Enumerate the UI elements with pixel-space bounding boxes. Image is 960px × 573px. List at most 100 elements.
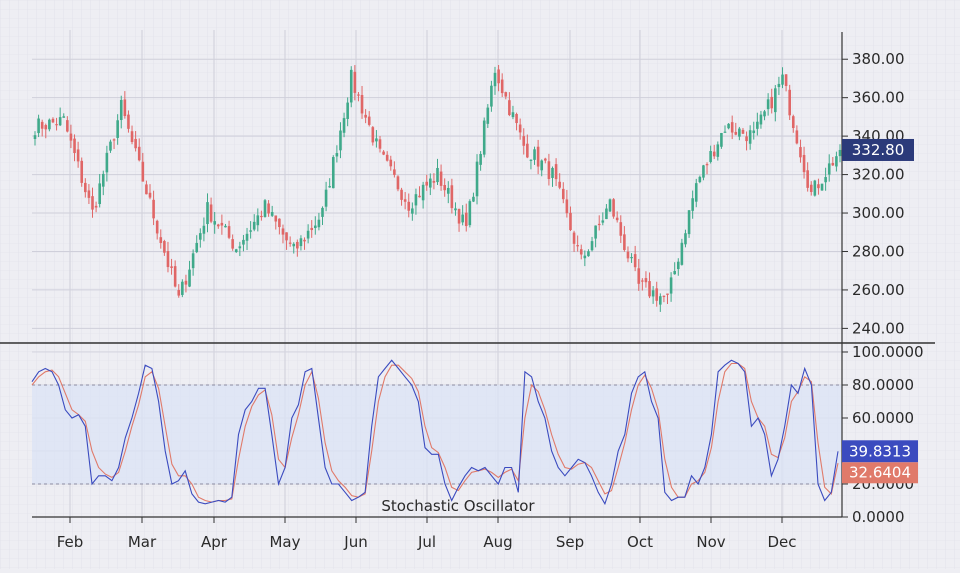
candle-body (756, 121, 759, 129)
candle-body (831, 162, 835, 166)
candle (720, 132, 723, 149)
candle (84, 178, 87, 198)
candle (565, 189, 569, 218)
candle (615, 211, 619, 223)
candle (396, 175, 400, 192)
k-value-tag (842, 440, 918, 463)
k-value-label: 39.8313 (849, 442, 911, 460)
candle-body (827, 163, 831, 175)
candle (324, 181, 328, 212)
candle-body (411, 208, 414, 214)
candle (98, 174, 101, 208)
candle (734, 122, 738, 136)
candle-body (457, 208, 461, 224)
candle-body (651, 290, 655, 297)
candle (371, 126, 375, 146)
candle-body (781, 74, 784, 85)
candle-body (511, 112, 515, 118)
candle-body (687, 210, 691, 235)
candle (795, 125, 799, 145)
candle (278, 218, 281, 235)
candle (730, 115, 734, 140)
candle-body (69, 133, 73, 141)
candle-body (155, 220, 159, 234)
candle-body (353, 71, 357, 93)
candle-body (608, 199, 612, 212)
candle-body (684, 233, 687, 245)
candle (292, 242, 296, 254)
candle-body (432, 180, 436, 183)
candle (252, 214, 256, 232)
candle (745, 131, 748, 151)
candle (716, 141, 720, 161)
candle-body (37, 118, 40, 134)
candle-body (515, 113, 518, 124)
candle (141, 152, 145, 182)
candle (238, 241, 242, 257)
price-tick-label: 300.00 (852, 204, 905, 222)
candle (155, 219, 159, 240)
candle (130, 125, 134, 145)
candle-body (173, 266, 177, 287)
candle-body (385, 154, 389, 161)
candle-body (421, 184, 425, 201)
candle (109, 139, 112, 153)
candle (407, 193, 411, 218)
candle-body (518, 124, 522, 133)
candle-body (533, 149, 536, 160)
candle (48, 118, 51, 132)
candle (353, 65, 357, 101)
candle (91, 187, 94, 218)
candle-body (734, 131, 738, 135)
candle (382, 150, 385, 156)
candle (166, 241, 170, 273)
candle (576, 235, 579, 252)
candle (403, 192, 407, 210)
candle (58, 107, 62, 127)
candle (626, 246, 630, 263)
candle-body (137, 146, 141, 161)
candle-body (644, 278, 648, 283)
candle (684, 229, 687, 248)
candle-body (317, 219, 321, 228)
candle-body (587, 251, 590, 257)
candle (457, 208, 461, 232)
candle-body (206, 202, 209, 225)
x-tick-label: Oct (627, 533, 653, 551)
candle-body (123, 99, 127, 117)
candle (357, 92, 360, 102)
candle (569, 206, 572, 232)
candle-body (806, 170, 809, 188)
candle (116, 114, 119, 145)
candle-body (195, 242, 199, 253)
candle-body (759, 114, 763, 125)
candle-body (558, 181, 561, 188)
candle-body (270, 212, 274, 216)
candle (349, 66, 353, 108)
candle (774, 85, 777, 122)
candle-body (583, 255, 587, 259)
candle-body (227, 226, 231, 238)
candle (414, 188, 418, 215)
candle (62, 113, 66, 118)
x-tick-label: Jul (417, 533, 436, 551)
candle (540, 159, 544, 177)
candle-body (835, 156, 838, 167)
candle (802, 146, 806, 179)
candle (303, 237, 306, 250)
candle-body (213, 221, 216, 225)
candle (791, 114, 795, 133)
candle (288, 236, 292, 247)
candle-body (375, 138, 378, 142)
candle-body (784, 74, 788, 86)
candle-body (522, 136, 526, 146)
candle (328, 178, 331, 188)
candle (234, 248, 238, 253)
candle-body (400, 189, 403, 200)
candle (752, 121, 756, 140)
candle-body (727, 123, 730, 129)
candle-body (820, 183, 824, 191)
candle (220, 214, 224, 235)
candle-body (590, 241, 594, 251)
candle (561, 182, 565, 204)
